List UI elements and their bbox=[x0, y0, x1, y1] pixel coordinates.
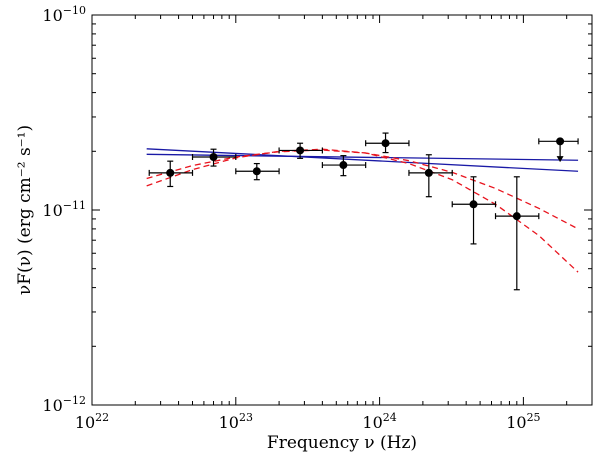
upper-limit-arrow bbox=[556, 156, 564, 163]
x-tick-label: 1022 bbox=[75, 411, 109, 432]
data-points bbox=[148, 132, 579, 291]
major-ticks bbox=[91, 14, 592, 406]
data-point bbox=[451, 176, 497, 245]
x-tick-label: 1024 bbox=[362, 411, 396, 432]
data-point bbox=[365, 132, 410, 154]
tick-labels: 1022 1023 1024 1025 10−12 10−11 10−10 bbox=[42, 4, 540, 432]
data-point bbox=[278, 142, 323, 159]
data-point-marker bbox=[296, 146, 305, 155]
data-point-marker bbox=[209, 152, 218, 161]
data-point-marker bbox=[252, 167, 261, 176]
data-point bbox=[191, 148, 237, 167]
log-parabola-fit-line-4 bbox=[146, 148, 579, 273]
x-tick-label: 1023 bbox=[219, 411, 253, 432]
data-point-marker bbox=[512, 212, 521, 221]
power-law-fit-line-1 bbox=[146, 153, 579, 161]
data-point bbox=[321, 155, 367, 177]
data-point-marker bbox=[166, 168, 175, 177]
y-axis-label: νF(ν) (erg cm⁻² s⁻¹) bbox=[15, 125, 35, 295]
y-tick-label: 10−11 bbox=[42, 199, 86, 220]
data-point bbox=[408, 154, 453, 198]
data-point bbox=[538, 137, 579, 163]
data-point bbox=[235, 162, 280, 181]
x-tick-label: 1025 bbox=[506, 411, 540, 432]
data-point-marker bbox=[424, 168, 433, 177]
data-point bbox=[494, 176, 540, 291]
power-law-fit-line-2 bbox=[146, 148, 579, 172]
data-point bbox=[148, 160, 194, 188]
y-tick-label: 10−10 bbox=[42, 4, 86, 25]
data-point-marker bbox=[381, 139, 390, 148]
x-axis-label: Frequency ν (Hz) bbox=[267, 433, 417, 453]
minor-ticks bbox=[92, 15, 592, 405]
y-tick-label: 10−12 bbox=[42, 394, 86, 415]
data-point-marker bbox=[556, 137, 565, 146]
data-point-marker bbox=[339, 161, 348, 170]
data-point-marker bbox=[469, 200, 478, 209]
fit-lines bbox=[146, 148, 579, 273]
